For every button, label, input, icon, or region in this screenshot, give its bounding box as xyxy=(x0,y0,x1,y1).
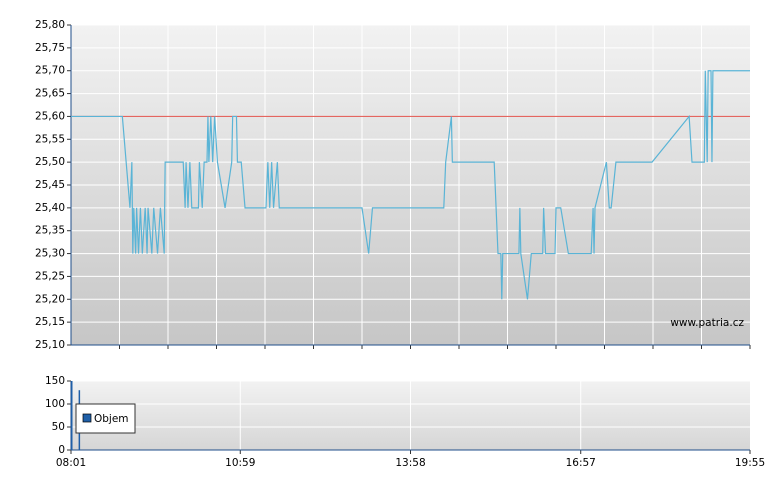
y-tick-label: 25,45 xyxy=(35,179,65,191)
y-tick-label: 25,70 xyxy=(35,65,65,77)
x-tick-label: 10:59 xyxy=(225,457,255,469)
y-tick-label: 25,50 xyxy=(35,156,65,168)
y-tick-label: 25,35 xyxy=(35,225,65,237)
y-tick-label: 25,15 xyxy=(35,316,65,328)
legend-label: Objem xyxy=(94,413,129,425)
y-tick-label: 25,75 xyxy=(35,42,65,54)
y-tick-label: 50 xyxy=(52,421,65,433)
x-tick-label: 19:55 xyxy=(735,457,765,469)
volume-bar xyxy=(71,381,73,450)
y-tick-label: 25,80 xyxy=(35,19,65,31)
y-tick-label: 25,55 xyxy=(35,133,65,145)
x-tick-label: 08:01 xyxy=(56,457,86,469)
y-tick-label: 25,65 xyxy=(35,88,65,100)
y-tick-label: 100 xyxy=(45,398,65,410)
y-tick-label: 25,25 xyxy=(35,270,65,282)
y-tick-label: 25,40 xyxy=(35,202,65,214)
y-tick-label: 25,60 xyxy=(35,110,65,122)
watermark: www.patria.cz xyxy=(670,317,744,329)
y-tick-label: 0 xyxy=(58,444,65,456)
y-tick-label: 150 xyxy=(45,375,65,387)
x-tick-label: 13:58 xyxy=(395,457,425,469)
y-tick-label: 25,10 xyxy=(35,339,65,351)
legend-swatch xyxy=(82,413,92,423)
y-tick-label: 25,30 xyxy=(35,248,65,260)
price-line xyxy=(71,70,750,300)
x-tick-label: 16:57 xyxy=(566,457,596,469)
y-tick-label: 25,20 xyxy=(35,293,65,305)
